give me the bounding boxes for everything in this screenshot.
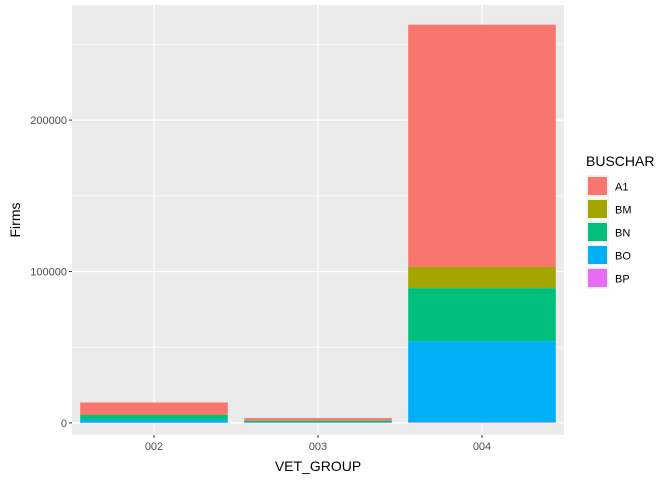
y-tick-label: 0: [61, 418, 67, 430]
bar-segment-bo-004: [408, 341, 556, 423]
legend-swatch-bn: [588, 223, 607, 241]
legend-label-bo: BO: [615, 251, 631, 263]
bar-segment-bn-003: [244, 420, 392, 423]
bar-segment-bn-002: [80, 415, 228, 420]
y-tick-label: 100000: [30, 266, 67, 278]
legend: BUSCHAR A1 BM BN BO BP: [586, 153, 654, 289]
x-axis-title: VET_GROUP: [275, 458, 361, 474]
x-tick-label: 003: [309, 441, 327, 453]
y-tick-label: 200000: [30, 115, 67, 127]
legend-swatch-bm: [588, 200, 607, 218]
legend-swatch-bo: [588, 246, 607, 264]
legend-swatch-bp: [588, 269, 607, 287]
y-axis-title: Firms: [7, 203, 23, 238]
legend-label-bp: BP: [615, 274, 630, 286]
bar-segment-bm-004: [408, 266, 556, 289]
bar-segment-bo-002: [80, 419, 228, 423]
legend-label-bn: BN: [615, 228, 630, 240]
legend-title: BUSCHAR: [586, 153, 654, 169]
x-tick-label: 004: [473, 441, 491, 453]
legend-label-a1: A1: [615, 182, 628, 194]
legend-label-bm: BM: [615, 205, 632, 217]
bar-segment-bn-004: [408, 288, 556, 342]
bar-segment-a1-002: [80, 402, 228, 415]
y-axis-ticks: 0 100000 200000: [30, 115, 72, 430]
bar-segment-a1-003: [244, 418, 392, 421]
bar-segment-bp-004: [408, 422, 556, 423]
x-axis-ticks: 002 003 004: [145, 435, 491, 453]
bars: [80, 24, 556, 423]
bar-segment-bo-003: [244, 422, 392, 423]
x-tick-label: 002: [145, 441, 163, 453]
legend-swatch-a1: [588, 177, 607, 195]
bar-segment-a1-004: [408, 24, 556, 267]
